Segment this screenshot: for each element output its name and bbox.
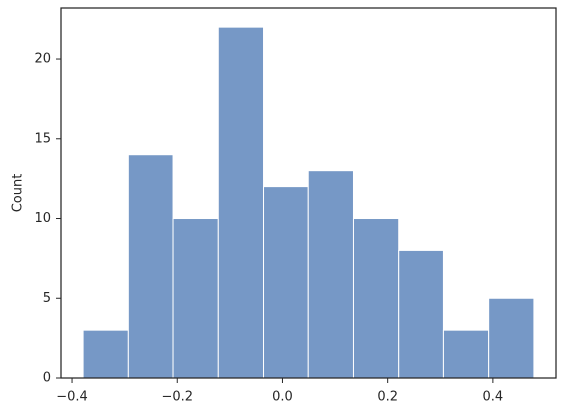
bar xyxy=(263,186,309,379)
bar xyxy=(172,218,219,379)
y-tick-label: 0 xyxy=(43,371,51,386)
y-tick-label: 15 xyxy=(34,131,51,146)
y-tick-label: 20 xyxy=(34,52,51,67)
bar xyxy=(82,329,129,379)
bar xyxy=(352,218,400,379)
y-axis-label: Count xyxy=(11,174,26,213)
x-tick-label: −0.4 xyxy=(56,390,88,405)
x-tick-label: 0.4 xyxy=(483,390,504,405)
y-tick-label: 5 xyxy=(43,291,51,306)
bar xyxy=(398,249,444,379)
bar xyxy=(488,297,535,379)
bar xyxy=(217,26,265,379)
plot-frame xyxy=(60,7,557,379)
y-tick-label: 10 xyxy=(34,211,51,226)
x-tick-label: −0.2 xyxy=(161,390,193,405)
bar xyxy=(127,154,174,379)
bar xyxy=(307,170,354,379)
bar xyxy=(442,329,490,379)
x-tick-label: 0.2 xyxy=(377,390,398,405)
x-tick-label: 0.0 xyxy=(272,390,293,405)
